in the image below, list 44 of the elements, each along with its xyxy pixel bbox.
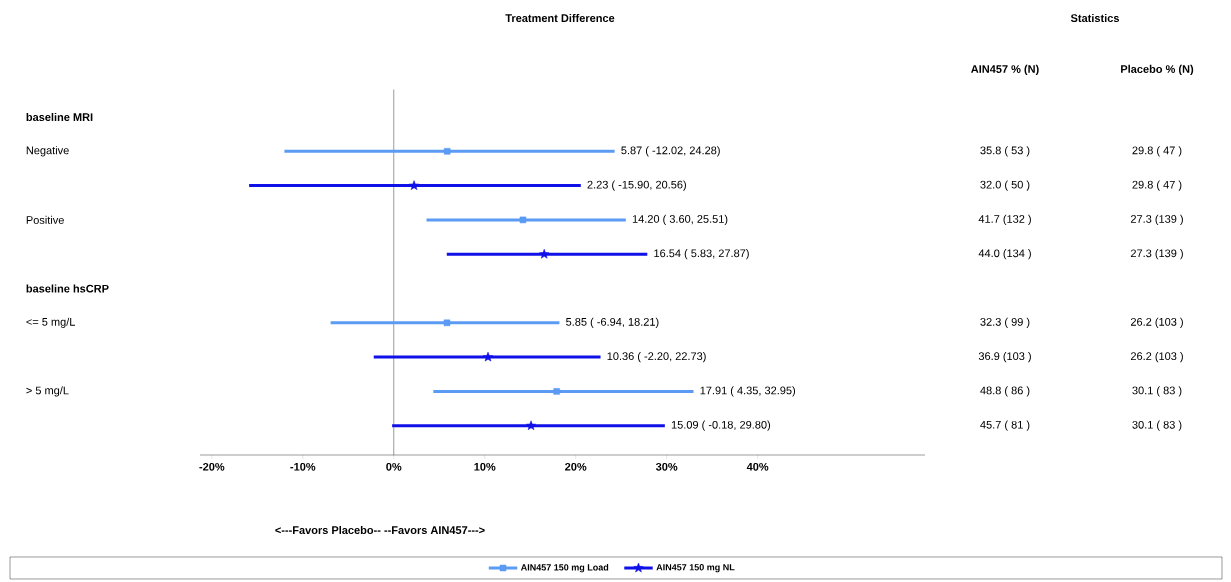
x-tick-label: -10%	[290, 462, 316, 471]
x-tick-label: 40%	[746, 462, 769, 471]
text: 26.2 (103 )	[1130, 317, 1183, 328]
y-tick-label: > 5 mg/L	[26, 386, 69, 397]
text: 30.1 ( 83 )	[1132, 420, 1182, 431]
annotation: 5.87 ( -12.02, 24.28)	[621, 146, 720, 157]
text: 48.8 ( 86 )	[980, 386, 1030, 397]
annotation: 17.91 ( 4.35, 32.95)	[700, 386, 796, 397]
text: 41.7 (132 )	[978, 214, 1031, 226]
annotation: 5.85 ( -6.94, 18.21)	[566, 317, 659, 328]
text: 36.9 (103 )	[978, 351, 1031, 363]
text: 26.2 (103 )	[1130, 351, 1183, 363]
annotation: 2.23 ( -15.90, 20.56)	[587, 180, 686, 191]
annotation: 16.54 ( 5.83, 27.87)	[654, 249, 749, 260]
legend-label: AIN457 150 mg NL	[656, 564, 735, 573]
x-tick-label: 30%	[655, 462, 678, 471]
y-tick-label: <= 5 mg/L	[26, 317, 76, 328]
text: Statistics	[1070, 13, 1120, 23]
text: <---Favors Placebo-- --Favors AIN457--->	[275, 525, 485, 535]
y-tick-label: baseline MRI	[26, 112, 93, 122]
annotation: 10.36 ( -2.20, 22.73)	[607, 351, 706, 363]
text: 27.3 (139 )	[1130, 214, 1183, 226]
chart-title: Treatment Difference	[505, 13, 615, 23]
x-tick-label: -20%	[199, 462, 225, 471]
text: 45.7 ( 81 )	[980, 420, 1030, 431]
text: 30.1 ( 83 )	[1132, 386, 1182, 397]
text: 32.3 ( 99 )	[980, 317, 1030, 328]
y-tick-label: Negative	[26, 146, 69, 157]
x-tick-label: 0%	[386, 462, 402, 471]
annotation: 15.09 ( -0.18, 29.80)	[671, 420, 771, 431]
legend-label: AIN457 150 mg Load	[520, 563, 609, 573]
x-tick-label: 20%	[565, 462, 587, 471]
annotation: 14.20 ( 3.60, 25.51)	[632, 214, 728, 226]
text: 27.3 (139 )	[1130, 249, 1183, 260]
x-tick-label: 10%	[474, 462, 496, 471]
text: 35.8 ( 53 )	[980, 146, 1030, 157]
text: Placebo % (N)	[1121, 64, 1194, 76]
text: 29.8 ( 47 )	[1132, 146, 1182, 157]
y-tick-label: baseline hsCRP	[26, 284, 109, 293]
text: 44.0 (134 )	[978, 249, 1031, 260]
y-tick-label: Positive	[26, 215, 64, 224]
text: 29.8 ( 47 )	[1132, 180, 1182, 191]
text: 32.0 ( 50 )	[980, 180, 1030, 191]
text: AIN457 % (N)	[971, 64, 1039, 76]
